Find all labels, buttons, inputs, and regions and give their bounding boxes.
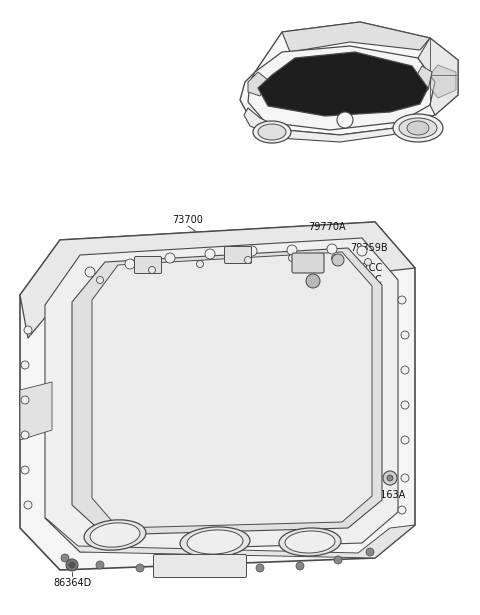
Ellipse shape: [393, 114, 443, 142]
Circle shape: [296, 562, 304, 570]
Polygon shape: [20, 222, 415, 570]
Polygon shape: [244, 108, 435, 142]
Circle shape: [196, 261, 204, 268]
Circle shape: [21, 466, 29, 474]
Circle shape: [61, 554, 69, 562]
Ellipse shape: [279, 528, 341, 556]
Circle shape: [401, 436, 409, 444]
Text: 1327CC: 1327CC: [345, 263, 383, 273]
Ellipse shape: [84, 520, 146, 550]
Polygon shape: [45, 238, 398, 552]
FancyBboxPatch shape: [292, 253, 324, 273]
Circle shape: [334, 556, 342, 564]
Polygon shape: [248, 46, 435, 130]
Polygon shape: [240, 22, 458, 135]
Circle shape: [332, 254, 344, 266]
Circle shape: [85, 267, 95, 277]
Ellipse shape: [253, 121, 291, 143]
Circle shape: [96, 277, 104, 284]
Circle shape: [332, 255, 338, 261]
Circle shape: [256, 564, 264, 572]
Text: 86364D: 86364D: [53, 578, 91, 588]
FancyBboxPatch shape: [225, 247, 252, 263]
Text: 81163A: 81163A: [368, 490, 405, 500]
Text: 79770A: 79770A: [308, 222, 346, 232]
Circle shape: [401, 331, 409, 339]
Polygon shape: [282, 22, 430, 52]
Ellipse shape: [407, 121, 429, 135]
Circle shape: [176, 564, 184, 572]
Circle shape: [205, 249, 215, 259]
FancyBboxPatch shape: [134, 256, 161, 274]
Polygon shape: [430, 65, 456, 98]
Circle shape: [148, 266, 156, 274]
Polygon shape: [20, 382, 52, 440]
Text: 1338AC: 1338AC: [345, 275, 383, 285]
Circle shape: [398, 506, 406, 514]
Circle shape: [288, 255, 296, 261]
Circle shape: [364, 258, 372, 266]
Circle shape: [337, 112, 353, 128]
Circle shape: [327, 244, 337, 254]
Circle shape: [383, 471, 397, 485]
Polygon shape: [258, 52, 428, 116]
Ellipse shape: [90, 523, 140, 547]
Circle shape: [401, 366, 409, 374]
Polygon shape: [20, 222, 415, 338]
Circle shape: [21, 431, 29, 439]
Polygon shape: [92, 252, 372, 528]
Circle shape: [21, 396, 29, 404]
Circle shape: [136, 564, 144, 572]
Polygon shape: [414, 66, 432, 95]
Circle shape: [66, 559, 78, 571]
Polygon shape: [418, 38, 458, 115]
Text: 73700: 73700: [173, 215, 204, 225]
Ellipse shape: [399, 118, 437, 138]
Circle shape: [24, 326, 32, 334]
Ellipse shape: [258, 124, 286, 140]
Circle shape: [21, 361, 29, 369]
Circle shape: [125, 259, 135, 269]
Circle shape: [306, 274, 320, 288]
Polygon shape: [72, 248, 382, 535]
Circle shape: [244, 256, 252, 263]
Ellipse shape: [187, 530, 243, 554]
Polygon shape: [248, 72, 268, 96]
Circle shape: [387, 475, 393, 481]
Circle shape: [398, 296, 406, 304]
Circle shape: [401, 474, 409, 482]
Circle shape: [287, 245, 297, 255]
FancyBboxPatch shape: [154, 555, 247, 577]
Text: 79359B: 79359B: [350, 243, 388, 253]
Polygon shape: [45, 518, 415, 558]
Ellipse shape: [285, 531, 335, 553]
Circle shape: [165, 253, 175, 263]
Circle shape: [69, 562, 75, 568]
Circle shape: [96, 561, 104, 569]
Circle shape: [357, 246, 367, 256]
Circle shape: [401, 401, 409, 409]
Ellipse shape: [180, 527, 250, 557]
Circle shape: [247, 246, 257, 256]
Circle shape: [24, 501, 32, 509]
Circle shape: [366, 548, 374, 556]
Circle shape: [216, 564, 224, 572]
